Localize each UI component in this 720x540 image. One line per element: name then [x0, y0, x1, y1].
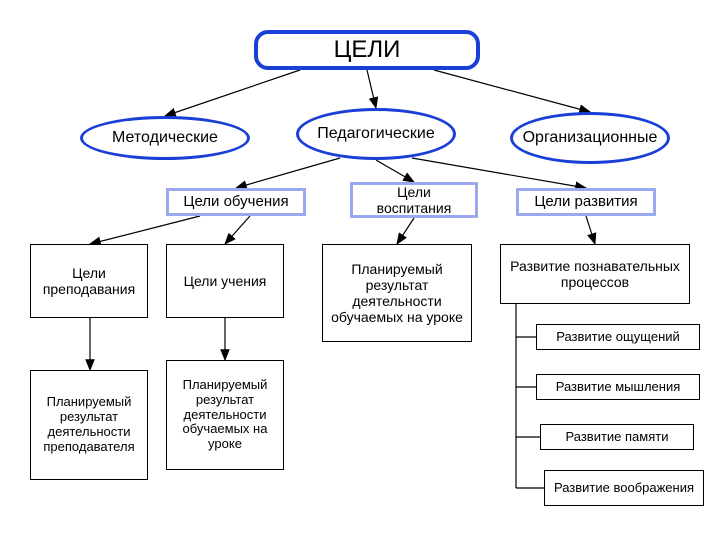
node-dev-thinking: Развитие мышления — [536, 374, 700, 400]
node-dev-sensations: Развитие ощущений — [536, 324, 700, 350]
node-cognitive-processes: Развитие познавательных процессов — [500, 244, 690, 304]
node-development-goals: Цели развития — [516, 188, 656, 216]
node-planned-result-learners: Планируемый результат деятельности обуча… — [166, 360, 284, 470]
node-dev-memory: Развитие памяти — [540, 424, 694, 450]
node-teaching-goals: Цели обучения — [166, 188, 306, 216]
node-label: Развитие познавательных процессов — [507, 258, 683, 290]
node-goals-root: ЦЕЛИ — [254, 30, 480, 70]
node-planned-result-edu: Планируемый результат деятельности обуча… — [322, 244, 472, 342]
diagram-root: ЦЕЛИ Методические Педагогические Организ… — [0, 0, 720, 540]
node-education-goals: Цели воспитания — [350, 182, 478, 218]
node-pedagogical: Педагогические — [296, 108, 456, 160]
node-label: Развитие воображения — [554, 481, 694, 496]
node-label: Планируемый результат деятельности обуча… — [173, 378, 277, 453]
node-label: Педагогические — [317, 125, 435, 143]
node-learning-subgoal: Цели учения — [166, 244, 284, 318]
node-label: Планируемый результат деятельности обуча… — [329, 261, 465, 325]
node-label: Планируемый результат деятельности препо… — [37, 395, 141, 455]
node-label: Методические — [112, 129, 218, 147]
node-label: Развитие ощущений — [556, 330, 680, 345]
node-label: Развитие мышления — [556, 380, 681, 395]
node-label: Цели преподавания — [37, 265, 141, 297]
node-planned-result-teacher: Планируемый результат деятельности препо… — [30, 370, 148, 480]
node-organizational: Организационные — [510, 112, 670, 164]
node-label: Цели обучения — [183, 193, 288, 210]
node-dev-imagination: Развитие воображения — [544, 470, 704, 506]
node-label: Цели воспитания — [359, 184, 469, 216]
node-label: Цели учения — [184, 273, 267, 289]
node-label: Развитие памяти — [566, 430, 669, 445]
node-teaching-subgoal: Цели преподавания — [30, 244, 148, 318]
node-label: Организационные — [523, 129, 658, 147]
node-methodical: Методические — [80, 116, 250, 160]
node-label: Цели развития — [534, 193, 637, 210]
node-label: ЦЕЛИ — [334, 36, 401, 64]
